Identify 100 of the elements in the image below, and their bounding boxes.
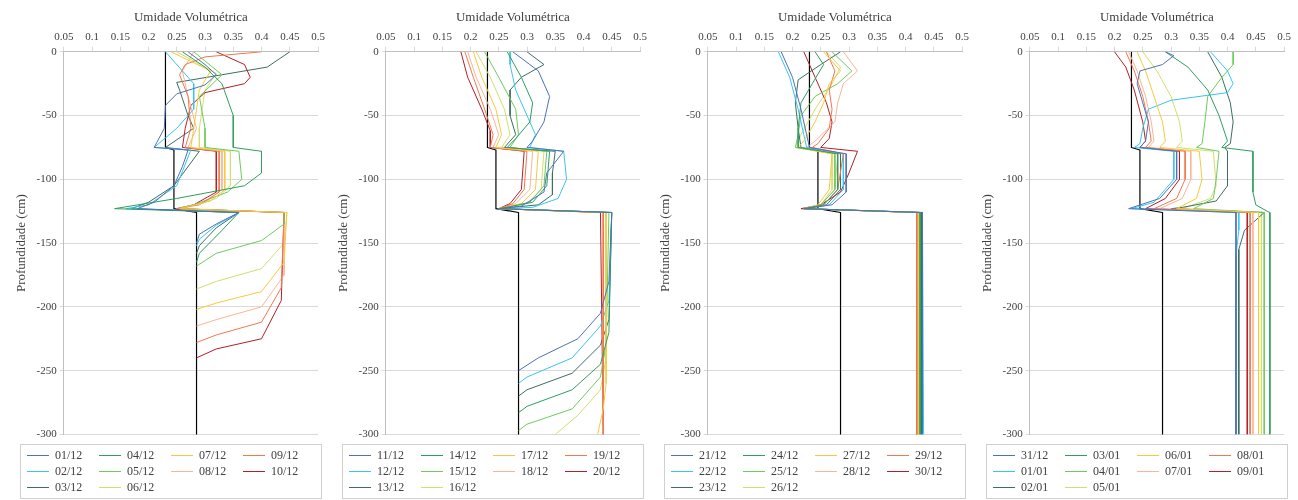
legend-label: 09/01 xyxy=(1237,464,1265,479)
x-tick-label: 0.5 xyxy=(955,30,970,43)
y-axis-title: Profundidade (cm) xyxy=(657,194,673,293)
legend-label: 23/12 xyxy=(699,480,727,495)
x-tick-label: 0.5 xyxy=(1277,30,1292,43)
x-tick-label: 0.1 xyxy=(407,30,421,43)
x-axis-title: Umidade Volumétrica xyxy=(777,9,893,25)
legend-label: 02/12 xyxy=(55,464,83,479)
x-tick-label: 0.45 xyxy=(280,30,300,43)
legend-label: 24/12 xyxy=(771,448,799,463)
legend-label: 01/01 xyxy=(1021,464,1049,479)
legend-label: 03/12 xyxy=(55,480,83,495)
legend-label: 14/12 xyxy=(449,448,477,463)
legend-label: 08/12 xyxy=(199,464,227,479)
x-tick-label: 0.1 xyxy=(85,30,99,43)
legend-label: 29/12 xyxy=(915,448,943,463)
y-tick-label: -100 xyxy=(680,172,702,185)
legend-label: 04/01 xyxy=(1093,464,1121,479)
x-tick-label: 0.25 xyxy=(1133,30,1153,43)
x-tick-label: 0.05 xyxy=(698,30,718,43)
legend-label: 26/12 xyxy=(771,480,799,495)
x-tick-label: 0.2 xyxy=(1107,30,1122,43)
y-tick-label: -250 xyxy=(358,363,380,376)
legend-label: 18/12 xyxy=(521,464,549,479)
x-tick-label: 0.15 xyxy=(110,30,131,43)
x-tick-label: 0.35 xyxy=(1189,30,1210,43)
x-tick-label: 0.1 xyxy=(729,30,743,43)
y-tick-label: -200 xyxy=(1002,299,1024,312)
y-tick-label: 0 xyxy=(1017,44,1024,57)
y-tick-label: -150 xyxy=(36,235,58,248)
legend-label: 22/12 xyxy=(699,464,727,479)
y-tick-label: -150 xyxy=(358,235,380,248)
legend-label: 07/01 xyxy=(1165,464,1193,479)
x-tick-label: 0.15 xyxy=(432,30,453,43)
y-tick-label: -300 xyxy=(680,427,702,440)
legend-label: 13/12 xyxy=(377,480,405,495)
legend-label: 09/12 xyxy=(271,448,299,463)
y-tick-label: -300 xyxy=(1002,427,1024,440)
y-tick-label: -50 xyxy=(1008,108,1024,121)
x-tick-label: 0.3 xyxy=(198,30,213,43)
y-tick-label: -250 xyxy=(680,363,702,376)
legend-label: 05/01 xyxy=(1093,480,1121,495)
x-tick-label: 0.4 xyxy=(898,30,913,43)
legend-label: 06/01 xyxy=(1165,448,1193,463)
legend-label: 17/12 xyxy=(521,448,549,463)
legend-label: 01/12 xyxy=(55,448,83,463)
x-tick-label: 0.35 xyxy=(867,30,888,43)
y-tick-label: -150 xyxy=(680,235,702,248)
x-tick-label: 0.5 xyxy=(633,30,648,43)
y-tick-label: -200 xyxy=(680,299,702,312)
x-tick-label: 0.45 xyxy=(1246,30,1266,43)
legend-label: 21/12 xyxy=(699,448,727,463)
y-tick-label: -50 xyxy=(42,108,58,121)
y-tick-label: -200 xyxy=(36,299,58,312)
y-tick-label: -250 xyxy=(1002,363,1024,376)
legend-label: 27/12 xyxy=(843,448,871,463)
y-tick-label: -50 xyxy=(364,108,380,121)
y-tick-label: -300 xyxy=(36,427,58,440)
y-tick-label: -100 xyxy=(36,172,58,185)
x-tick-label: 0.05 xyxy=(54,30,74,43)
x-tick-label: 0.05 xyxy=(1020,30,1040,43)
legend-label: 25/12 xyxy=(771,464,799,479)
legend-label: 31/12 xyxy=(1021,448,1049,463)
y-tick-label: -50 xyxy=(686,108,702,121)
x-tick-label: 0.4 xyxy=(576,30,591,43)
x-tick-label: 0.3 xyxy=(520,30,535,43)
legend-label: 02/01 xyxy=(1021,480,1049,495)
x-tick-label: 0.35 xyxy=(545,30,566,43)
x-tick-label: 0.15 xyxy=(1076,30,1097,43)
y-axis-title: Profundidade (cm) xyxy=(13,194,29,293)
y-tick-label: -250 xyxy=(36,363,58,376)
legend-label: 04/12 xyxy=(127,448,155,463)
legend-label: 03/01 xyxy=(1093,448,1121,463)
y-tick-label: 0 xyxy=(695,44,702,57)
legend-label: 20/12 xyxy=(593,464,621,479)
x-tick-label: 0.5 xyxy=(311,30,326,43)
x-tick-label: 0.3 xyxy=(1164,30,1179,43)
x-tick-label: 0.45 xyxy=(924,30,944,43)
x-tick-label: 0.4 xyxy=(254,30,269,43)
legend-label: 12/12 xyxy=(377,464,405,479)
legend-label: 28/12 xyxy=(843,464,871,479)
legend-label: 11/12 xyxy=(377,448,404,463)
x-tick-label: 0.45 xyxy=(602,30,622,43)
legend-label: 07/12 xyxy=(199,448,227,463)
legend-label: 05/12 xyxy=(127,464,155,479)
x-tick-label: 0.4 xyxy=(1220,30,1235,43)
x-axis-title: Umidade Volumétrica xyxy=(133,9,249,25)
legend-label: 10/12 xyxy=(271,464,299,479)
legend-label: 16/12 xyxy=(449,480,477,495)
x-tick-label: 0.3 xyxy=(842,30,857,43)
y-tick-label: -300 xyxy=(358,427,380,440)
x-tick-label: 0.05 xyxy=(376,30,396,43)
x-tick-label: 0.25 xyxy=(167,30,187,43)
x-tick-label: 0.2 xyxy=(785,30,800,43)
legend-label: 08/01 xyxy=(1237,448,1265,463)
y-tick-label: -100 xyxy=(358,172,380,185)
x-tick-label: 0.1 xyxy=(1051,30,1065,43)
y-axis-title: Profundidade (cm) xyxy=(335,194,351,293)
x-axis-title: Umidade Volumétrica xyxy=(1099,9,1215,25)
legend-label: 15/12 xyxy=(449,464,477,479)
